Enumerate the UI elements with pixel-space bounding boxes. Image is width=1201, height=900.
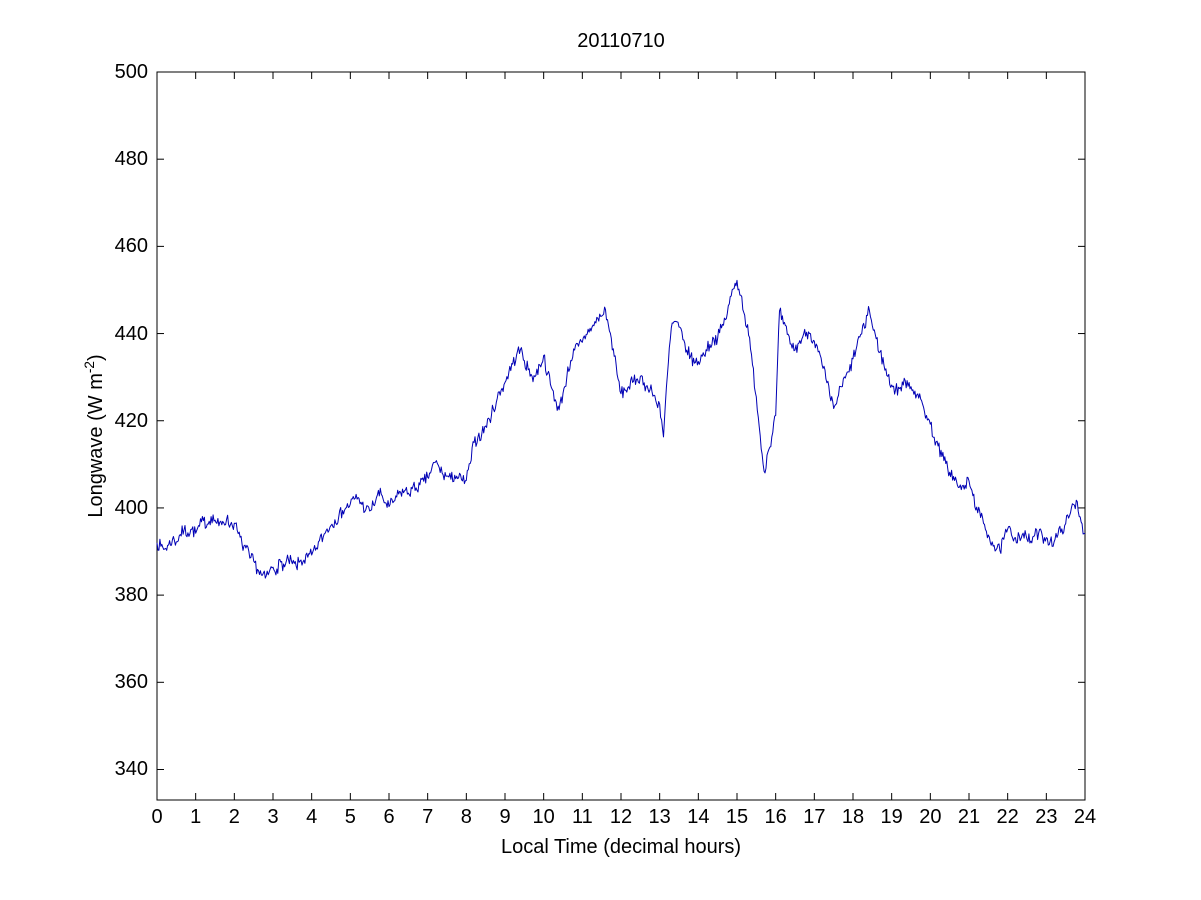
data-line <box>156 279 1086 579</box>
x-tick-label: 6 <box>383 806 395 828</box>
x-tick-label: 17 <box>803 806 826 828</box>
x-tick-label: 3 <box>267 806 279 828</box>
y-tick-label: 480 <box>114 148 148 171</box>
x-tick-label: 19 <box>880 806 903 828</box>
x-tick-label: 1 <box>190 806 202 828</box>
x-tick-label: 11 <box>571 806 593 828</box>
x-tick-label: 24 <box>1073 806 1097 828</box>
x-tick-label: 8 <box>460 806 472 828</box>
chart-title: 20110710 <box>577 30 665 52</box>
x-tick-label: 7 <box>422 806 434 828</box>
axis-box <box>156 71 1086 801</box>
x-tick-label: 0 <box>151 806 163 828</box>
x-tick-label: 5 <box>344 806 356 828</box>
y-tick-label: 380 <box>114 584 148 607</box>
y-tick-label: 500 <box>114 61 148 83</box>
x-tick-label: 16 <box>764 806 787 828</box>
y-tick-label: 420 <box>114 409 148 432</box>
y-tick-label: 360 <box>114 671 148 694</box>
x-tick-label: 15 <box>725 806 749 828</box>
y-tick-label: 460 <box>114 235 148 258</box>
x-tick-label: 10 <box>532 806 555 828</box>
x-tick-label: 23 <box>1035 806 1058 828</box>
x-tick-label: 22 <box>996 806 1019 828</box>
x-tick-label: 12 <box>609 806 633 828</box>
x-tick-label: 2 <box>228 806 240 828</box>
y-tick-label: 340 <box>114 758 148 781</box>
y-tick-label: 440 <box>114 322 148 345</box>
x-tick-label: 14 <box>687 806 710 828</box>
y-tick-label: 400 <box>114 496 148 519</box>
x-axis-label: Local Time (decimal hours) <box>500 836 742 858</box>
x-tick-label: 4 <box>306 806 318 828</box>
x-tick-label: 13 <box>648 806 671 828</box>
x-tick-label: 9 <box>499 806 511 828</box>
x-tick-label: 20 <box>919 806 942 828</box>
x-tick-label: 18 <box>841 806 865 828</box>
x-tick-label: 21 <box>957 806 981 828</box>
